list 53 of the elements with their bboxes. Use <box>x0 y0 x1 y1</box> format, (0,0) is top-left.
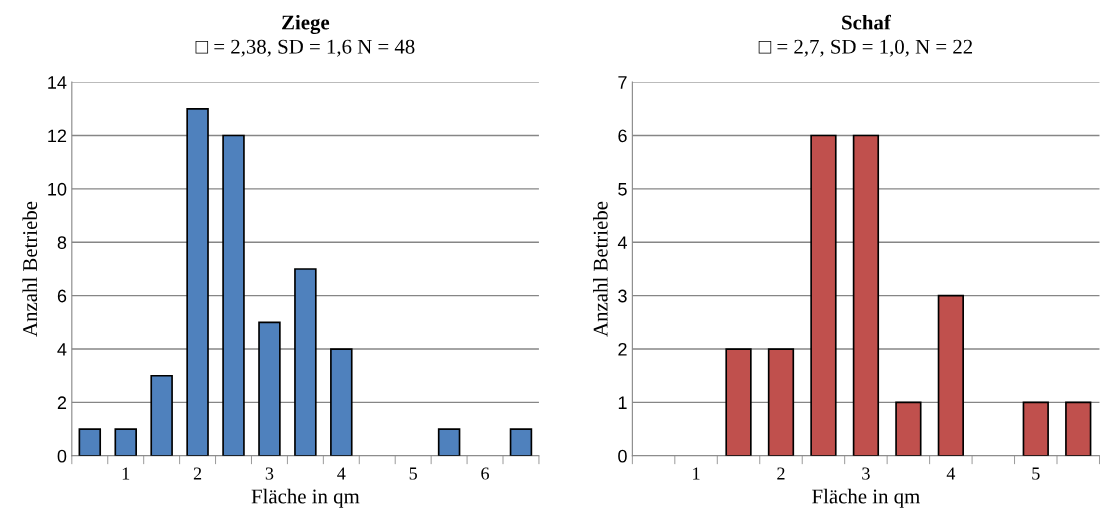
chart-title: Schaf <box>842 14 892 30</box>
chart-subtitle: □ = 2,7, SD = 1,0, N = 22 <box>758 39 973 57</box>
y-tick-label: 10 <box>48 182 67 196</box>
bar <box>937 294 964 456</box>
bar <box>1065 401 1092 456</box>
y-axis-title: Anzahl Betriebe <box>593 201 608 337</box>
chart-subtitle: □ = 2,38, SD = 1,6 N = 48 <box>195 39 415 57</box>
y-tick-label: 7 <box>618 76 627 89</box>
x-tick-label: 3 <box>862 467 870 480</box>
bar <box>895 401 922 456</box>
bar <box>852 134 880 456</box>
bar <box>222 134 245 456</box>
x-tick-label: 6 <box>481 467 490 480</box>
bar <box>725 348 752 456</box>
x-tick-label: 3 <box>265 467 274 480</box>
y-tick-label: 2 <box>57 396 67 409</box>
y-tick-label: 1 <box>618 396 627 409</box>
x-tick-label: 5 <box>409 467 417 480</box>
bar <box>150 374 173 456</box>
y-tick-label: 3 <box>618 289 627 303</box>
chart-title: Ziege <box>282 14 330 34</box>
y-tick-label: 0 <box>57 449 67 463</box>
bar <box>1022 401 1049 456</box>
x-tick-label: 5 <box>1032 467 1040 480</box>
x-tick-label: 4 <box>337 467 346 480</box>
x-tick-label: 1 <box>122 467 130 480</box>
x-tick-label: 2 <box>777 467 785 480</box>
bar <box>767 348 795 456</box>
bar <box>78 428 102 456</box>
y-tick-label: 14 <box>48 76 67 89</box>
y-tick-label: 8 <box>57 236 67 250</box>
bar <box>258 321 281 456</box>
bar <box>294 268 317 456</box>
bar <box>114 428 137 456</box>
bar <box>330 348 353 456</box>
bar <box>437 428 461 456</box>
y-tick-label: 2 <box>618 342 627 356</box>
x-axis-title: Fläche in qm <box>812 488 920 508</box>
x-tick-label: 2 <box>193 467 202 480</box>
bar <box>810 134 837 456</box>
x-axis-title: Fläche in qm <box>251 488 360 508</box>
x-tick-label: 4 <box>946 467 956 480</box>
bar <box>186 108 209 456</box>
bar <box>509 428 533 456</box>
y-tick-label: 6 <box>57 289 67 303</box>
y-tick-label: 4 <box>57 343 67 356</box>
y-tick-label: 6 <box>618 129 627 143</box>
y-axis-title: Anzahl Betriebe <box>22 201 38 337</box>
y-tick-label: 0 <box>618 449 627 463</box>
y-tick-label: 5 <box>618 183 627 196</box>
y-tick-label: 4 <box>617 236 627 249</box>
y-tick-label: 12 <box>48 129 67 143</box>
x-tick-label: 1 <box>693 467 700 480</box>
